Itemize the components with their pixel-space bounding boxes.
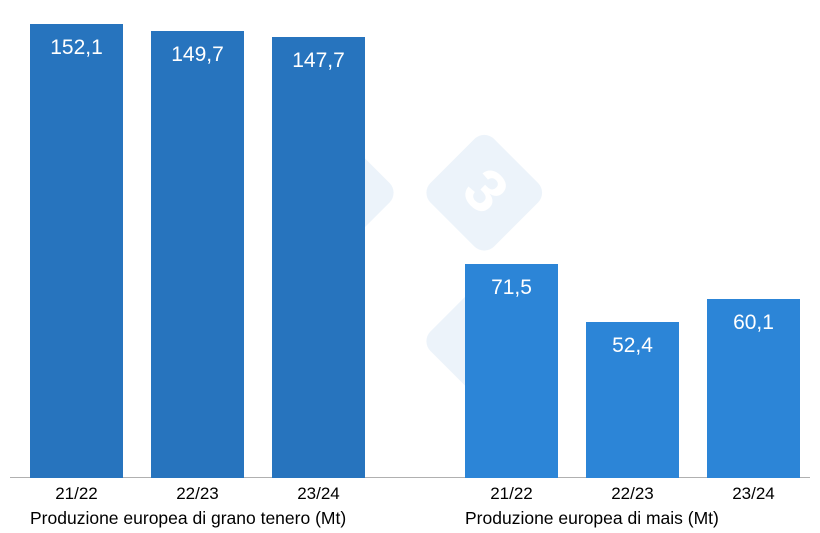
bar-label: 52,4	[612, 334, 653, 358]
x-label: 21/22	[465, 484, 558, 504]
bar-mais-2122: 71,5	[465, 264, 558, 478]
bar-label: 60,1	[733, 311, 774, 335]
bar-label: 149,7	[171, 43, 224, 67]
x-label: 21/22	[30, 484, 123, 504]
chart-plot-area: 152,1 149,7 147,7 71,5 52,4 60,1	[10, 0, 810, 478]
group-title-grano: Produzione europea di grano tenero (Mt)	[30, 508, 346, 529]
x-label: 23/24	[707, 484, 800, 504]
bar-label: 152,1	[50, 36, 103, 60]
bar-grano-2324: 147,7	[272, 37, 365, 478]
group-title-mais: Produzione europea di mais (Mt)	[465, 508, 719, 529]
bar-label: 147,7	[292, 49, 345, 73]
x-label: 22/23	[151, 484, 244, 504]
bar-mais-2324: 60,1	[707, 299, 800, 479]
bar-grano-2122: 152,1	[30, 24, 123, 478]
x-label: 23/24	[272, 484, 365, 504]
bar-group-mais: 71,5 52,4 60,1	[465, 264, 800, 478]
bar-grano-2223: 149,7	[151, 31, 244, 478]
bar-group-grano: 152,1 149,7 147,7	[30, 24, 365, 478]
x-label: 22/23	[586, 484, 679, 504]
bar-label: 71,5	[491, 276, 532, 300]
bar-mais-2223: 52,4	[586, 322, 679, 479]
